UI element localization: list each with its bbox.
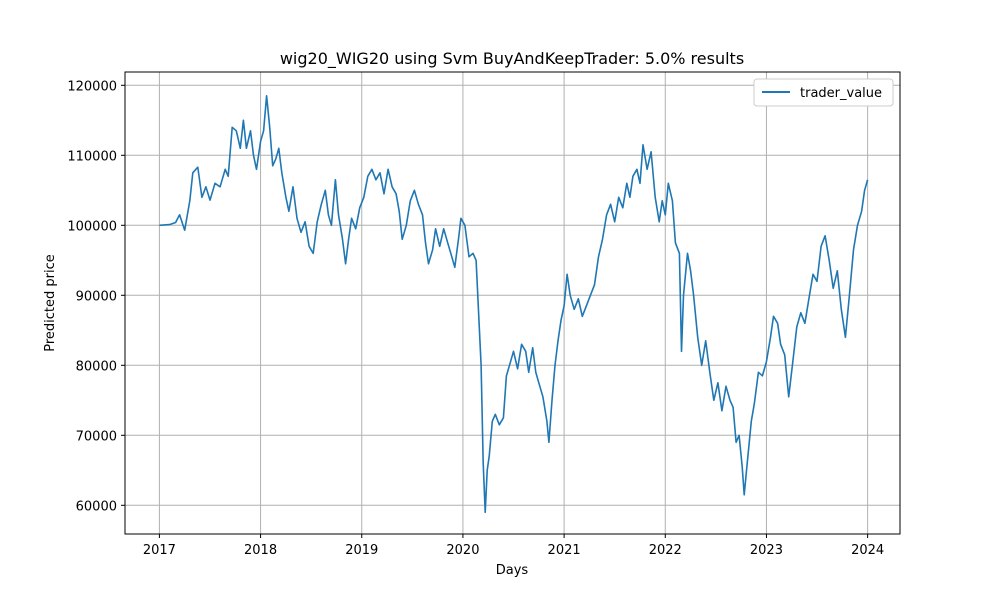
x-axis-label: Days: [496, 563, 529, 578]
y-tick-label-80000: 80000: [76, 359, 117, 374]
x-tick-label-2019: 2019: [345, 543, 378, 558]
y-tick-label-110000: 110000: [67, 149, 117, 164]
series-layer: [159, 95, 869, 514]
plot-frame: [124, 71, 901, 535]
series-line-trader_value: [159, 95, 869, 514]
y-tick-label-100000: 100000: [67, 219, 117, 234]
grid-layer: [125, 72, 900, 534]
y-tick-label-120000: 120000: [67, 79, 117, 94]
x-tick-label-2021: 2021: [548, 543, 581, 558]
x-axis: 2017 2018 2019 2020 2021 2022 2023 2024: [143, 534, 884, 558]
y-tick-label-70000: 70000: [76, 429, 117, 444]
x-tick-label-2024: 2024: [851, 543, 884, 558]
x-tick-label-2018: 2018: [244, 543, 277, 558]
y-axis-label: Predicted price: [43, 254, 58, 352]
x-tick-label-2022: 2022: [649, 543, 682, 558]
legend-box: [753, 78, 894, 107]
y-tick-label-60000: 60000: [76, 499, 117, 514]
x-tick-label-2017: 2017: [143, 543, 176, 558]
x-tick-label-2023: 2023: [750, 543, 783, 558]
x-tick-label-2020: 2020: [446, 543, 479, 558]
legend-label-trader-value: trader_value: [800, 86, 882, 101]
y-axis: 60000 70000 80000 90000 100000 110000 120000: [67, 79, 125, 514]
chart-title: wig20_WIG20 using Svm BuyAndKeepTrader: …: [280, 49, 744, 69]
legend: trader_value: [753, 78, 894, 107]
y-tick-label-90000: 90000: [76, 289, 117, 304]
